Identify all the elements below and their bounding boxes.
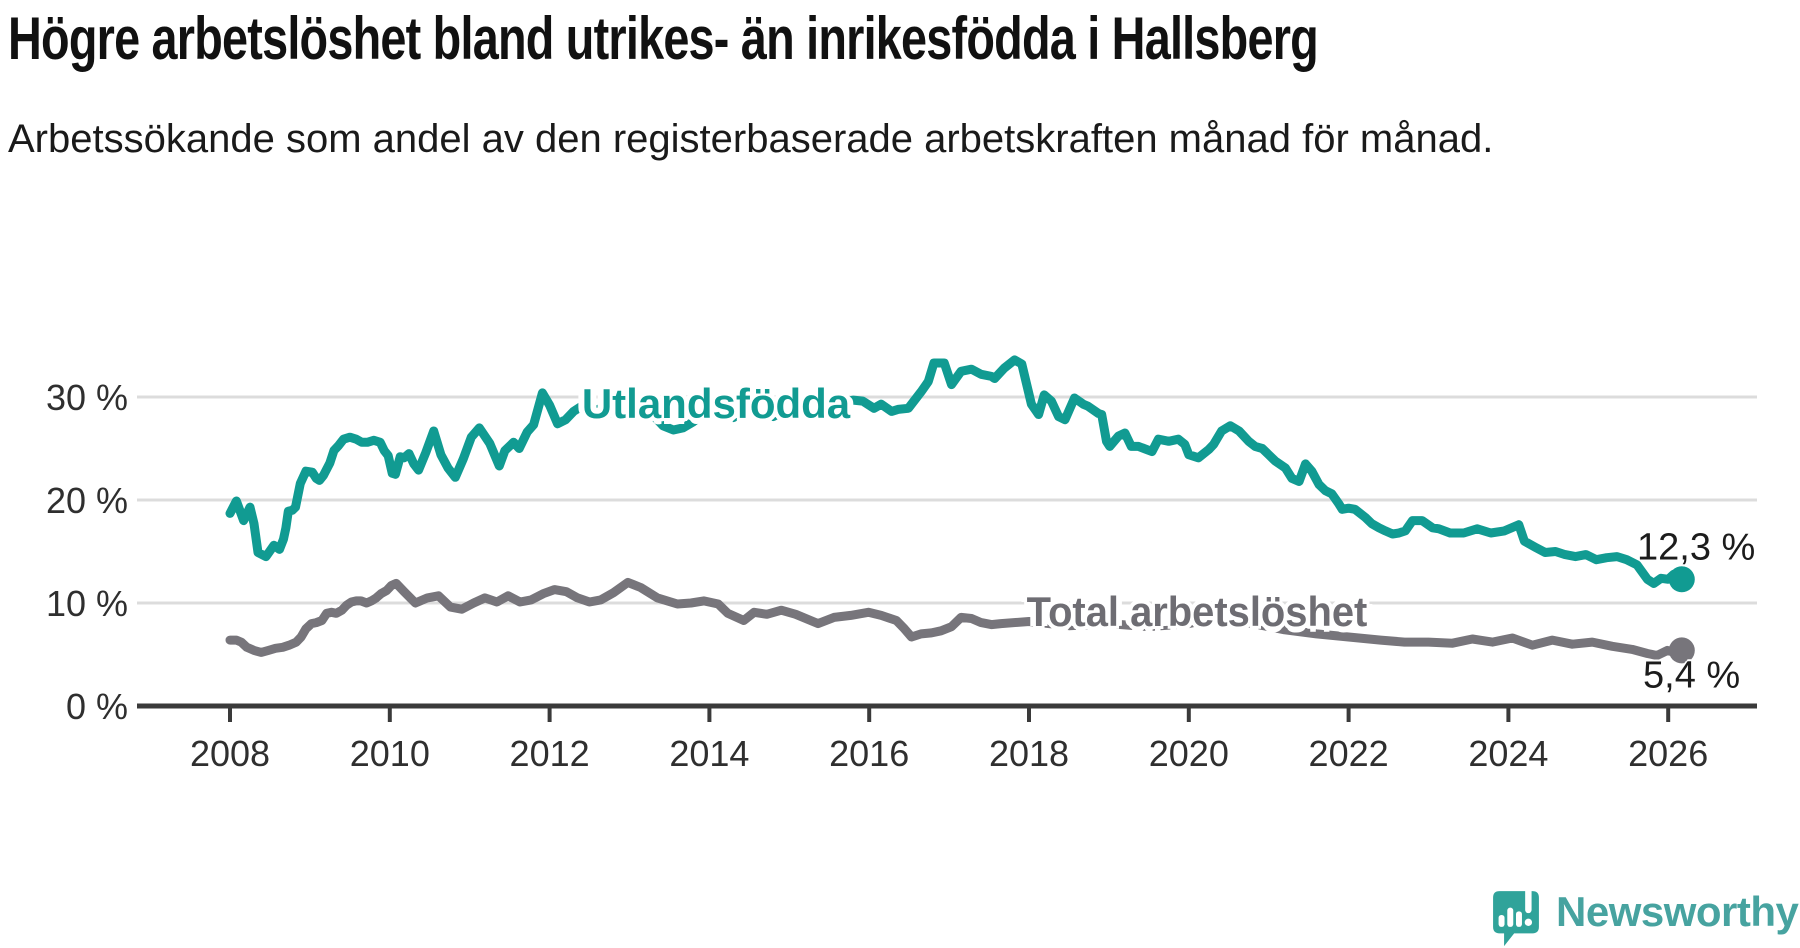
y-axis-label-20: 20 % <box>45 480 128 521</box>
series-line-0 <box>225 355 1687 588</box>
x-axis-label-2026: 2026 <box>1628 733 1709 774</box>
y-axis-label-10: 10 % <box>45 583 128 624</box>
series-end-dot-1 <box>1668 637 1695 664</box>
series-end-dot-0 <box>1668 566 1695 593</box>
series-line-1 <box>225 577 1687 660</box>
y-axis-label-30: 30 % <box>45 377 128 418</box>
page-title: Högre arbetslöshet bland utrikes- än inr… <box>8 5 1319 72</box>
x-axis-label-2010: 2010 <box>349 733 430 774</box>
end-value-label-total-arbetsloshet: 5,4 % <box>1643 654 1741 697</box>
x-axis-label-2014: 2014 <box>669 733 750 774</box>
x-axis-label-2008: 2008 <box>189 733 271 774</box>
y-axis-label-0: 0 % <box>65 686 128 727</box>
x-axis-label-2016: 2016 <box>829 733 910 774</box>
x-axis-label-2024: 2024 <box>1468 733 1549 774</box>
x-axis-label-2022: 2022 <box>1308 733 1389 774</box>
page-subtitle: Arbetssökande som andel av den registerb… <box>8 117 1494 161</box>
x-axis-label-2020: 2020 <box>1148 733 1229 774</box>
series-label-total-arbetsloshet: Total arbetslöshet <box>1026 588 1368 635</box>
x-axis-label-2018: 2018 <box>988 733 1070 774</box>
newsworthy-logo: Newsworthy <box>1486 882 1799 948</box>
x-axis-label-2012: 2012 <box>509 733 590 774</box>
newsworthy-speech-bubble-chart-icon <box>1493 884 1539 947</box>
end-value-label-utlandsfodda: 12,3 % <box>1637 526 1756 569</box>
series-label-utlandsfodda: Utlandsfödda <box>581 380 851 427</box>
newsworthy-logo-text: Newsworthy <box>1556 888 1799 935</box>
